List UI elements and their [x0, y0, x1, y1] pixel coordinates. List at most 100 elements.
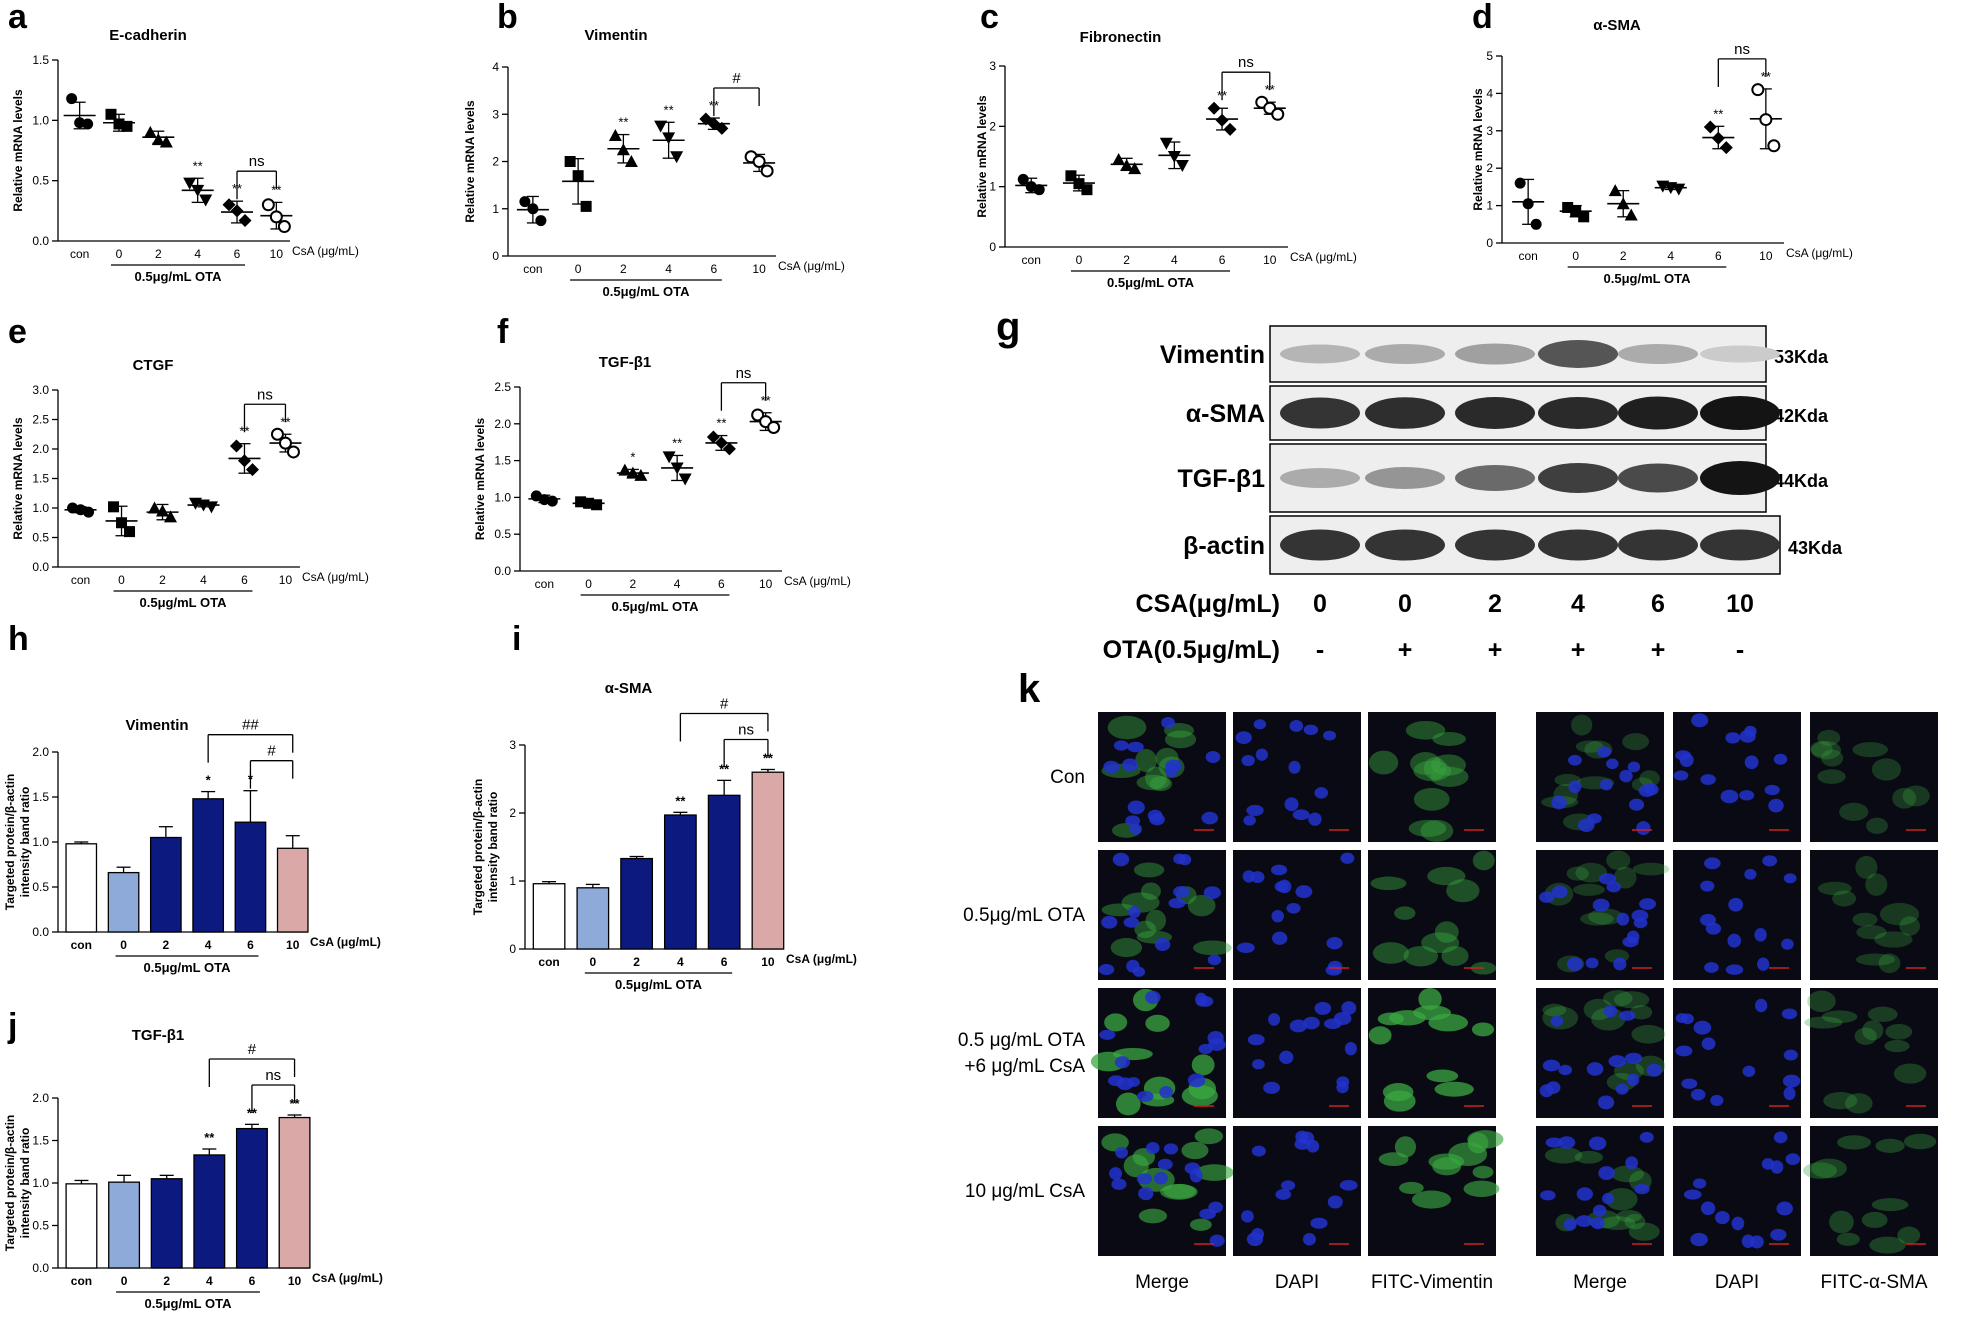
nucleus	[1113, 740, 1129, 751]
nucleus	[1302, 1233, 1316, 1246]
ota-row-label: OTA(0.5μg/mL)	[1103, 636, 1280, 664]
ota-value: +	[1571, 636, 1586, 664]
x-tick-label: 4	[206, 1274, 213, 1288]
data-point	[608, 129, 622, 142]
bar	[751, 771, 785, 950]
y-axis-label: intensity band ratio	[18, 787, 32, 898]
nucleus	[1111, 1178, 1127, 1190]
fitc-signal	[1571, 714, 1593, 736]
x-tick-label: 0	[120, 938, 127, 952]
nucleus	[1785, 1153, 1801, 1165]
nucleus	[1107, 1075, 1125, 1087]
nucleus	[1308, 812, 1322, 826]
panel-letter: d	[1472, 0, 1493, 36]
nucleus	[1539, 1190, 1556, 1201]
nucleus	[1646, 1063, 1663, 1077]
nucleus	[1673, 770, 1689, 781]
nucleus	[1165, 763, 1178, 778]
fitc-signal	[1855, 953, 1896, 966]
x-tick-label: 10	[1263, 253, 1277, 267]
significance-stars: **	[763, 750, 774, 765]
western-blot-panel: g Vimentin 53Kda α-SMA 42Kda TGF-β1 44Kda β-act…	[996, 305, 1843, 664]
nucleus	[1123, 917, 1140, 928]
y-axis-label: intensity band ratio	[18, 1128, 32, 1239]
blot-band	[1538, 463, 1618, 493]
group-label: 0.5μg/mL OTA	[144, 960, 232, 975]
data-point	[760, 164, 774, 178]
micro-tile-right	[1810, 712, 1938, 842]
nucleus	[1159, 1085, 1173, 1099]
micro-row-label: 0.5 μg/mL OTA	[958, 1030, 1085, 1051]
fitc-signal	[1430, 754, 1466, 776]
blot-band	[1455, 343, 1535, 365]
micro-tile-left	[1098, 712, 1226, 842]
fitc-signal	[1893, 1063, 1927, 1084]
molecular-weight-label: 44Kda	[1774, 471, 1829, 491]
bar	[532, 883, 566, 950]
fitc-signal	[1810, 741, 1833, 757]
blot-band	[1365, 529, 1445, 561]
y-axis-label: Relative mRNA levels	[11, 89, 25, 212]
chart-panel-e: e CTGF 0.0 0.5 1.0 1.5 2.0 2.5 3.0 Relative mRNA …	[8, 313, 369, 610]
data-point	[1719, 141, 1733, 155]
data-point	[237, 454, 251, 468]
micro-tile-left	[1368, 712, 1496, 842]
fitc-signal	[1134, 920, 1157, 939]
nucleus	[1622, 936, 1639, 948]
nucleus	[1761, 1158, 1775, 1170]
nucleus	[1246, 1232, 1264, 1247]
y-tick-label: 0.0	[32, 560, 49, 574]
y-tick-label: 2.0	[494, 417, 511, 431]
nucleus	[1252, 1059, 1265, 1070]
nucleus	[1235, 731, 1252, 745]
fitc-signal	[1471, 1022, 1495, 1037]
y-tick-label: 2	[509, 806, 516, 820]
nucleus	[1295, 885, 1313, 899]
group-label: 0.5μg/mL OTA	[603, 284, 691, 299]
fitc-signal	[1434, 921, 1459, 943]
blot-band	[1365, 467, 1445, 489]
fitc-signal	[1418, 988, 1442, 1010]
micro-tile-bg	[1233, 988, 1361, 1118]
fitc-signal	[1639, 770, 1660, 787]
nucleus	[1099, 1029, 1116, 1040]
data-point	[164, 510, 178, 523]
fitc-signal	[1420, 819, 1454, 842]
x-tick-label: 2	[163, 938, 170, 952]
data-point	[535, 215, 547, 227]
group-label: 0.5μg/mL OTA	[140, 595, 228, 610]
chart-panel-a: a E-cadherin 0.0 0.5 1.0 1.5 Relative mRNA lev…	[8, 0, 359, 284]
chart-title: CTGF	[133, 357, 174, 374]
fitc-signal	[1383, 1090, 1416, 1112]
nucleus	[1586, 1062, 1604, 1076]
chart-title: Vimentin	[125, 717, 188, 734]
micro-tile-left	[1368, 988, 1496, 1118]
x-tick-label: 6	[1715, 249, 1722, 263]
nucleus	[1243, 815, 1256, 826]
csa-value: 4	[1571, 590, 1585, 618]
y-tick-label: 0.5	[32, 1219, 49, 1233]
fitc-signal	[1566, 866, 1589, 881]
nucleus	[1289, 719, 1304, 732]
data-point	[1017, 173, 1029, 185]
data-point	[183, 177, 197, 190]
nucleus	[1597, 746, 1612, 758]
nucleus	[1691, 713, 1709, 728]
panel-letter: g	[996, 305, 1020, 349]
significance-stars: **	[618, 115, 628, 130]
y-tick-label: 0.0	[32, 925, 49, 939]
fitc-signal	[1472, 850, 1495, 871]
blot-row-label: Vimentin	[1160, 341, 1265, 369]
nucleus	[1781, 1008, 1798, 1020]
y-tick-label: 0.0	[32, 1261, 49, 1275]
chart-title: Vimentin	[584, 27, 647, 44]
x-axis-suffix: CsA (μg/mL)	[784, 574, 851, 588]
y-tick-label: 1	[509, 874, 516, 888]
bar	[192, 798, 225, 933]
fitc-signal	[1866, 817, 1888, 834]
y-tick-label: 5	[1486, 49, 1493, 63]
fitc-signal	[1430, 766, 1469, 787]
nucleus	[1109, 1167, 1123, 1180]
